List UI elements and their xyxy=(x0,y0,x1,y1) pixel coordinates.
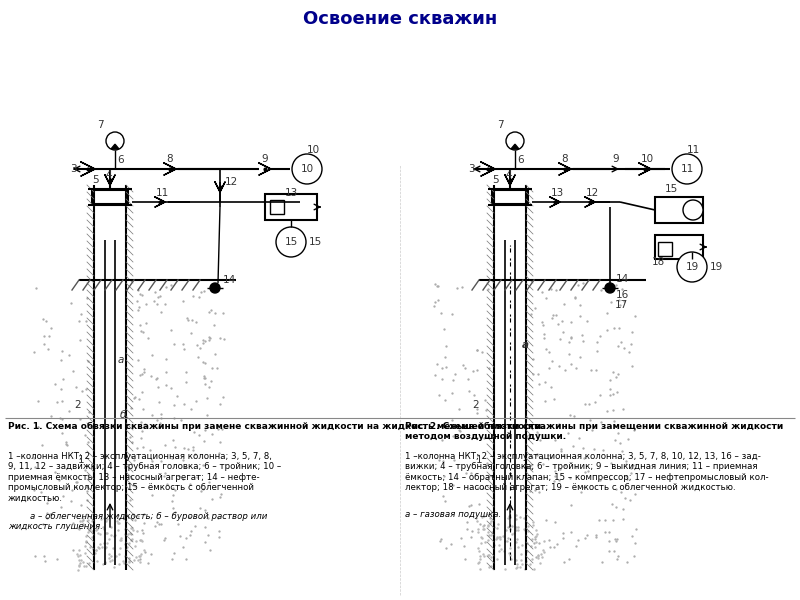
Text: 1: 1 xyxy=(476,455,482,465)
Circle shape xyxy=(506,132,524,150)
Text: 13: 13 xyxy=(285,188,298,198)
Text: 15: 15 xyxy=(284,237,298,247)
Text: 2: 2 xyxy=(74,400,81,410)
Text: 2: 2 xyxy=(472,400,478,410)
Text: а: а xyxy=(522,340,529,350)
Text: 17: 17 xyxy=(615,300,628,310)
Text: 11: 11 xyxy=(680,164,694,174)
Text: 15: 15 xyxy=(665,184,678,194)
Circle shape xyxy=(672,154,702,184)
Polygon shape xyxy=(511,144,519,149)
Circle shape xyxy=(683,200,703,220)
Text: 1 –колонна НКТ; 2 – эксплуатационная колонна; 3, 5, 7, 8,
9, 11, 12 – задвижки; : 1 –колонна НКТ; 2 – эксплуатационная кол… xyxy=(8,452,282,503)
Circle shape xyxy=(605,283,615,293)
Text: 4: 4 xyxy=(505,170,512,180)
Text: 9: 9 xyxy=(261,154,268,164)
Text: 3: 3 xyxy=(70,164,77,174)
Text: 5: 5 xyxy=(92,175,98,185)
Bar xyxy=(655,235,703,259)
Text: 18: 18 xyxy=(652,257,666,267)
Text: 10: 10 xyxy=(307,145,320,155)
Text: 11: 11 xyxy=(156,188,170,198)
Text: 11: 11 xyxy=(687,145,700,155)
Text: 7: 7 xyxy=(97,120,104,130)
Circle shape xyxy=(210,283,220,293)
Text: 5: 5 xyxy=(492,175,498,185)
Text: 3: 3 xyxy=(468,164,474,174)
Circle shape xyxy=(276,227,306,257)
Text: 8: 8 xyxy=(561,154,568,164)
Text: Рис. 1. Схема обвязки скважины при замене скважинной жидкости на жидкость меньше: Рис. 1. Схема обвязки скважины при замен… xyxy=(8,422,545,431)
Text: 14: 14 xyxy=(223,275,236,285)
Text: 15: 15 xyxy=(309,237,322,247)
Bar xyxy=(658,242,672,256)
Text: 1 –колонна НКТ; 2 – эксплуатационная колонна; 3, 5, 7, 8, 10, 12, 13, 16 – зад-
: 1 –колонна НКТ; 2 – эксплуатационная кол… xyxy=(405,452,769,492)
Text: а – облегченная жидкость; б – буровой раствор или
жидкость глушения.: а – облегченная жидкость; б – буровой ра… xyxy=(8,512,267,532)
Bar xyxy=(265,194,317,220)
Text: 7: 7 xyxy=(497,120,504,130)
Text: 14: 14 xyxy=(616,274,630,284)
Bar xyxy=(92,190,128,204)
Bar xyxy=(655,197,703,223)
Text: 19: 19 xyxy=(686,262,698,272)
Text: 12: 12 xyxy=(225,177,238,187)
Text: а – газовая подушка.: а – газовая подушка. xyxy=(405,510,502,519)
Text: а: а xyxy=(118,355,124,365)
Text: 6: 6 xyxy=(517,155,524,165)
Text: 10: 10 xyxy=(641,154,654,164)
Bar xyxy=(270,200,284,214)
Text: 10: 10 xyxy=(301,164,314,174)
Text: 6: 6 xyxy=(117,155,124,165)
Text: 19: 19 xyxy=(710,262,723,272)
Circle shape xyxy=(106,132,124,150)
Circle shape xyxy=(677,252,707,282)
Polygon shape xyxy=(111,144,119,149)
Text: 8: 8 xyxy=(166,154,173,164)
Text: 12: 12 xyxy=(586,188,599,198)
Circle shape xyxy=(292,154,322,184)
Text: 9: 9 xyxy=(612,154,618,164)
Text: Освоение скважин: Освоение скважин xyxy=(303,10,497,28)
Text: 16: 16 xyxy=(616,290,630,300)
Text: 13: 13 xyxy=(551,188,564,198)
Text: б: б xyxy=(120,410,126,420)
Text: Рис. 2. Схема обвязки скважины при замещении скважинной жидкости
методом воздушн: Рис. 2. Схема обвязки скважины при замещ… xyxy=(405,422,783,442)
Text: 4: 4 xyxy=(105,170,112,180)
Text: 1: 1 xyxy=(78,455,85,465)
Bar xyxy=(492,190,528,204)
